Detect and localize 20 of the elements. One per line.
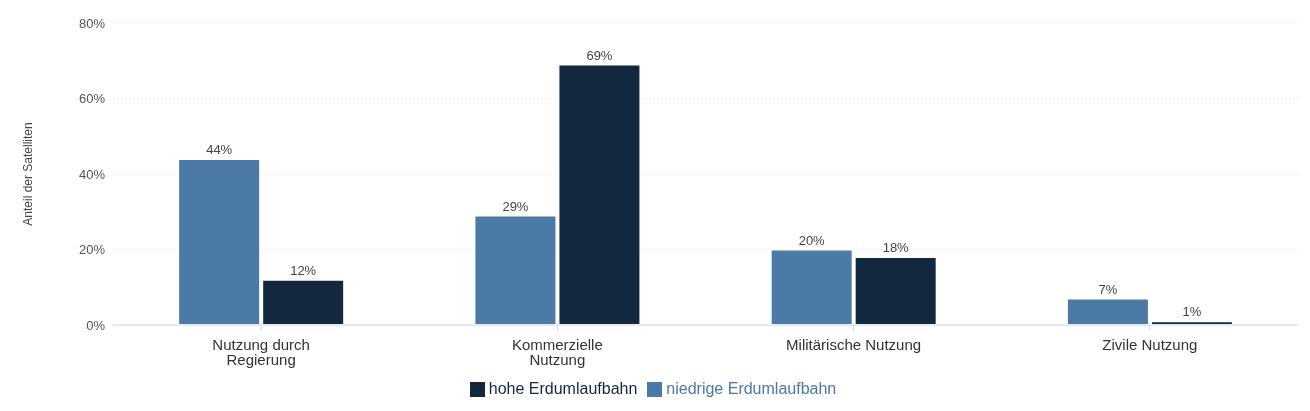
y-tick-label: 40% — [78, 166, 106, 182]
data-label: 12% — [290, 262, 317, 278]
x-tick-label: Nutzung durch Regierung — [212, 335, 310, 368]
data-label: 20% — [798, 232, 826, 248]
data-label: 1% — [1182, 304, 1202, 320]
y-tick-label: 20% — [78, 242, 106, 258]
data-label: 29% — [502, 198, 529, 214]
data-label: 44% — [206, 141, 233, 157]
y-axis-title: Anteil der Satelliten — [21, 122, 36, 226]
y-tick-label: 0% — [86, 317, 106, 333]
y-tick-label: 80% — [78, 15, 106, 31]
legend-label: niedrige Erdumlaufbahn — [666, 380, 837, 397]
x-tick-label: Zivile Nutzung — [1102, 335, 1198, 353]
data-label: 18% — [882, 240, 910, 256]
data-label: 7% — [1098, 281, 1118, 297]
y-tick-label: 60% — [78, 91, 106, 107]
x-tick-label: Kommerzielle Nutzung — [511, 335, 603, 368]
x-tick-label: Militärische Nutzung — [786, 335, 922, 353]
data-label: 69% — [586, 47, 613, 63]
legend-label: hohe Erdumlaufbahn — [488, 380, 638, 397]
